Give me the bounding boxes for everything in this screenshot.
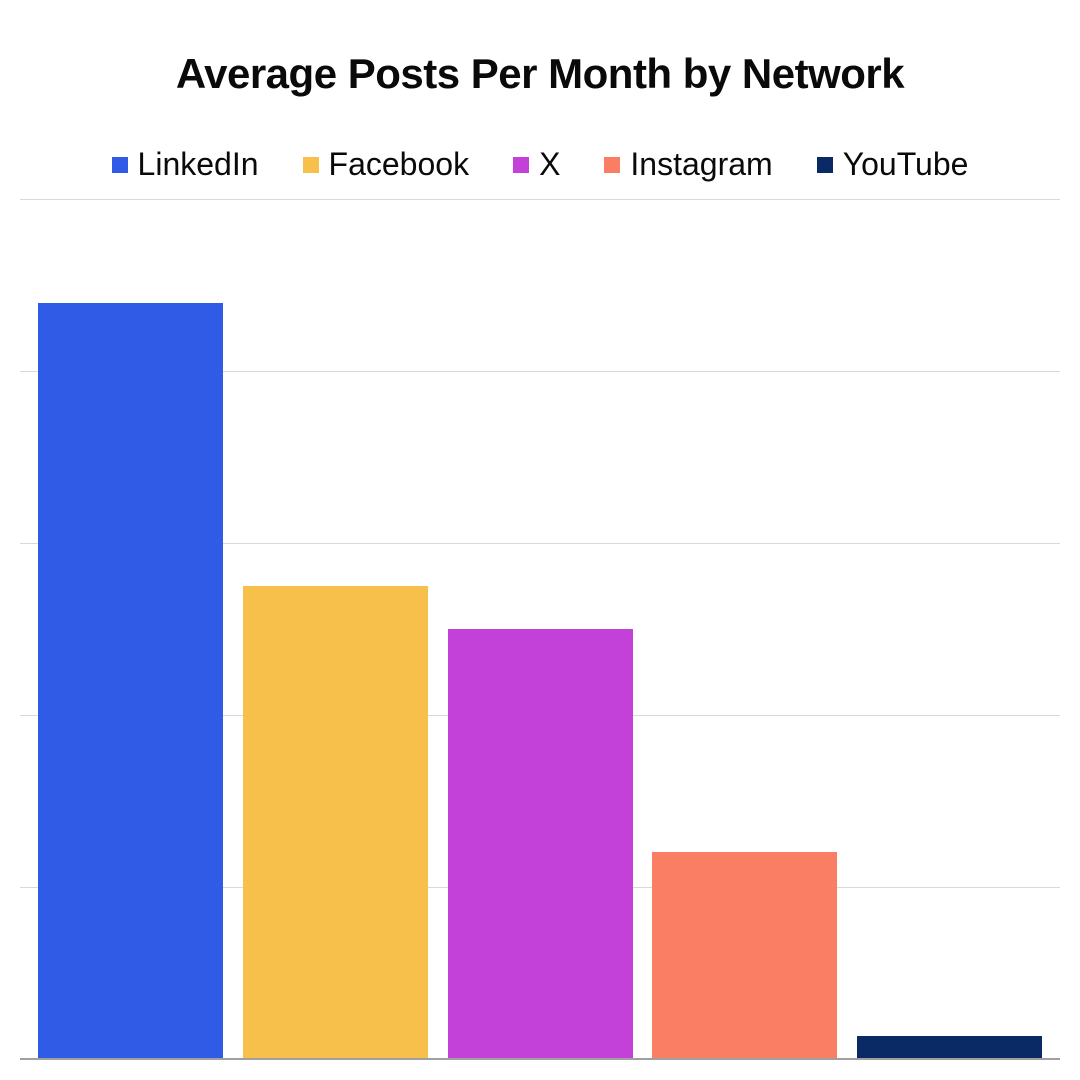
legend-item-facebook: Facebook [303, 146, 470, 183]
legend-label: X [539, 146, 560, 183]
plot-area [20, 200, 1060, 1060]
legend-item-linkedin: LinkedIn [112, 146, 259, 183]
legend-label: YouTube [843, 146, 969, 183]
chart-container: Average Posts Per Month by Network Linke… [0, 0, 1080, 1080]
chart-legend: LinkedIn Facebook X Instagram YouTube [0, 146, 1080, 183]
legend-swatch-icon [513, 157, 529, 173]
legend-swatch-icon [112, 157, 128, 173]
bars-group [20, 200, 1060, 1058]
legend-swatch-icon [303, 157, 319, 173]
legend-swatch-icon [604, 157, 620, 173]
legend-label: Facebook [329, 146, 470, 183]
x-axis-baseline [20, 1058, 1060, 1060]
chart-title: Average Posts Per Month by Network [0, 50, 1080, 98]
bar-facebook [243, 586, 428, 1058]
bar-instagram [652, 852, 837, 1058]
legend-label: Instagram [630, 146, 772, 183]
legend-label: LinkedIn [138, 146, 259, 183]
bar-linkedin [38, 303, 223, 1058]
bar-youtube [857, 1036, 1042, 1058]
legend-item-instagram: Instagram [604, 146, 772, 183]
bar-x [448, 629, 633, 1058]
legend-item-youtube: YouTube [817, 146, 969, 183]
legend-swatch-icon [817, 157, 833, 173]
legend-item-x: X [513, 146, 560, 183]
